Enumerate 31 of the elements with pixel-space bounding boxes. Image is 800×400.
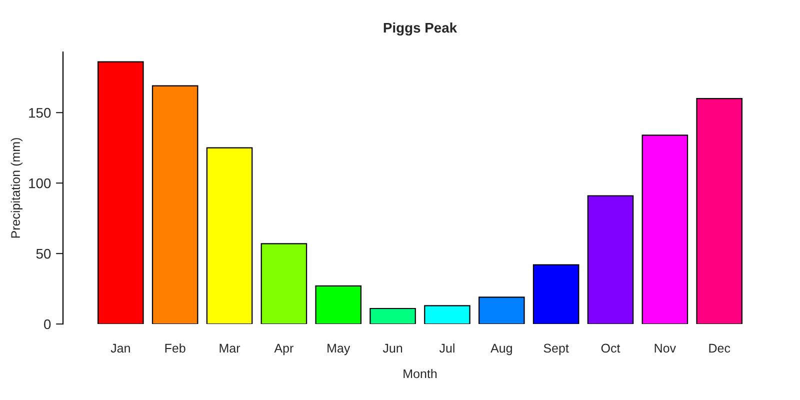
bar xyxy=(152,85,198,324)
bar xyxy=(696,98,742,324)
bar xyxy=(260,243,308,324)
x-tick-label: Apr xyxy=(274,344,294,356)
bar xyxy=(206,147,253,324)
bar xyxy=(315,285,362,324)
bar xyxy=(532,264,580,324)
y-tick-label: 100 xyxy=(29,178,51,188)
x-tick-label: Mar xyxy=(220,344,240,353)
x-tick-label: Dec xyxy=(709,344,730,353)
x-tick-label: Feb xyxy=(165,343,186,353)
x-tick-label: Jul xyxy=(439,343,454,353)
x-tick-label: Sept xyxy=(544,344,569,356)
x-tick-label: Jan xyxy=(110,344,130,353)
bar xyxy=(642,134,688,324)
x-axis-title: Month xyxy=(404,368,437,378)
bar xyxy=(424,305,470,324)
bar xyxy=(98,61,144,324)
x-tick-label: Nov xyxy=(654,344,676,353)
y-axis-title: Precipitation (mm) xyxy=(10,138,22,238)
x-tick-label: May xyxy=(328,344,350,356)
y-tick-label: 50 xyxy=(36,248,51,259)
bar xyxy=(478,296,525,324)
chart-title: Piggs Peak xyxy=(384,22,458,36)
x-tick-label: Aug xyxy=(490,344,512,356)
y-tick-label: 0 xyxy=(44,319,51,330)
bar xyxy=(370,308,416,324)
x-tick-label: Oct xyxy=(601,344,620,353)
bar xyxy=(587,195,634,324)
x-tick-label: Jun xyxy=(382,344,402,353)
y-tick-label: 150 xyxy=(29,108,51,118)
